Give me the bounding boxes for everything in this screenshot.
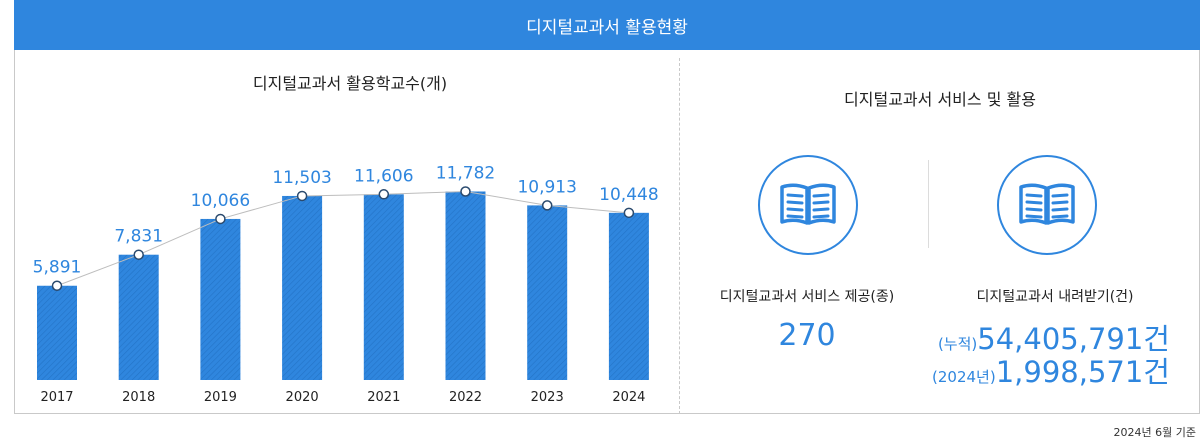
x-tick-2017: 2017 [40,390,73,405]
trend-point-2020 [296,190,308,202]
book-icon [1019,183,1075,225]
x-tick-2023: 2023 [531,390,564,405]
x-tick-2019: 2019 [204,390,237,405]
value-label-2024: 10,448 [599,185,658,205]
x-tick-2024: 2024 [612,390,645,405]
footnote: 2024년 6월 기준 [1113,426,1196,439]
service-count-label: 디지털교과서 서비스 제공(종) [719,289,895,305]
cumulative-prefix: (누적) [937,335,978,353]
page-header: 디지털교과서 활용현황 [14,0,1200,50]
book-icon [780,183,836,225]
services-title: 디지털교과서 서비스 및 활용 [844,90,1036,109]
x-tick-2022: 2022 [449,390,482,405]
trend-line [56,190,629,287]
bar-2019 [200,218,241,380]
bar-2022 [445,191,486,380]
year-prefix: (2024년) [932,368,996,386]
service-count-value: 270 [778,318,836,353]
x-tick-2021: 2021 [367,390,400,405]
year-value: 1,998,571건 [995,355,1170,389]
trend-point-2019 [215,213,226,225]
bar-2023 [527,205,568,380]
bar-2017 [37,285,77,380]
bar-2020 [282,195,323,380]
value-label-2021: 11,606 [354,166,413,186]
trend-point-2023 [541,200,553,211]
bar-2021 [363,194,404,380]
cumulative-downloads: (누적) 54,405,791건 [938,316,1170,358]
value-label-2018: 7,831 [114,227,163,247]
download-count-label: 디지털교과서 내려받기(건) [976,289,1134,305]
bar-2024 [608,212,649,380]
section-divider [679,58,680,414]
trend-point-2018 [133,249,144,260]
service-circle [758,155,858,255]
x-tick-2020: 2020 [286,390,319,405]
bar-chart: 5,891 7,831 10,066 11,503 11,606 11,782 10,913… [33,163,659,405]
value-label-2017: 5,891 [33,258,82,278]
trend-point-2021 [378,189,390,200]
value-label-2020: 11,503 [272,168,331,188]
trend-point-2024 [623,207,635,219]
download-circle [997,155,1097,255]
value-label-2019: 10,066 [191,191,250,211]
year-downloads: (2024년) 1,998,571건 [932,349,1170,391]
cumulative-value: 54,405,791건 [977,322,1170,356]
header-title: 디지털교과서 활용현황 [526,17,688,38]
stat-separator [928,160,929,248]
chart-title: 디지털교과서 활용학교수(개) [252,74,448,93]
trend-point-2017 [51,280,63,291]
value-label-2022: 11,782 [436,163,495,183]
bar-2018 [118,254,159,380]
value-label-2023: 10,913 [517,177,576,197]
x-tick-2018: 2018 [122,390,155,405]
trend-point-2022 [460,186,471,197]
